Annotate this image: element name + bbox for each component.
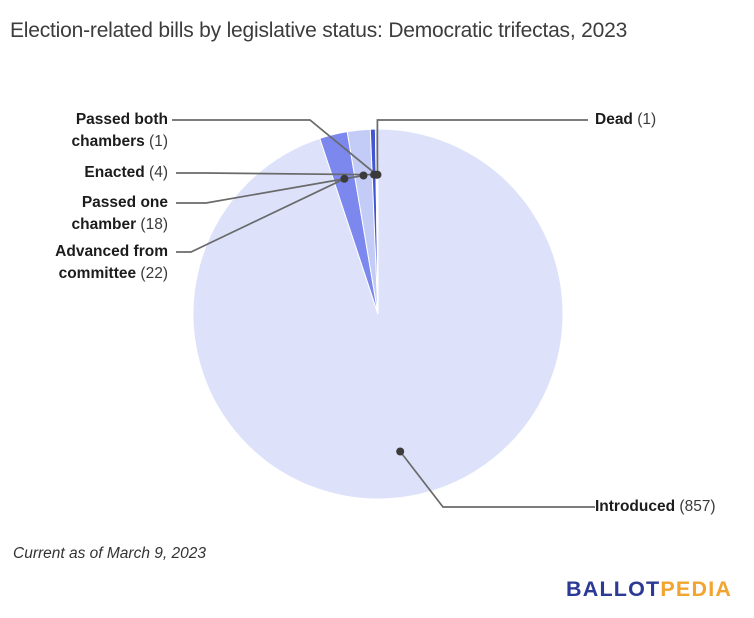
callout-count: (4) xyxy=(149,164,168,181)
currency-note: Current as of March 9, 2023 xyxy=(13,545,206,562)
leader-dots xyxy=(340,170,405,456)
logo-part-pedia: PEDIA xyxy=(660,577,733,601)
callout-passed-one-chamber: Passed one chamber (18) xyxy=(28,192,168,236)
chart-title: Election-related bills by legislative st… xyxy=(10,19,628,42)
pie-slices xyxy=(192,128,564,500)
leader-line-advanced-from-committee xyxy=(176,178,345,253)
leader-dot-introduced xyxy=(396,447,405,456)
callout-count: (1) xyxy=(637,111,657,128)
leader-lines xyxy=(172,119,595,508)
callout-label: Enacted xyxy=(84,164,145,181)
callout-count: (18) xyxy=(140,216,168,233)
callout-count: (1) xyxy=(149,133,168,150)
leader-line-passed-both-chambers xyxy=(172,119,378,176)
leader-dot-advanced-from-committee xyxy=(340,174,349,183)
callout-label: Passed both chambers xyxy=(71,111,169,150)
callout-passed-both-chambers: Passed both chambers (1) xyxy=(28,109,169,153)
callout-advanced-from-committee: Advanced from committee (22) xyxy=(28,241,168,285)
callout-label: Introduced xyxy=(595,498,676,515)
callout-label: Advanced from committee xyxy=(55,243,168,282)
leader-dot-passed-one-chamber xyxy=(359,171,368,180)
callout-introduced: Introduced (857) xyxy=(595,496,716,518)
callout-count: (22) xyxy=(140,265,168,282)
callout-dead: Dead (1) xyxy=(595,109,656,131)
ballotpedia-logo: BALLOTPEDIA xyxy=(566,577,732,602)
leader-line-introduced xyxy=(399,450,595,508)
callout-enacted: Enacted (4) xyxy=(28,162,168,184)
callout-label: Passed one chamber xyxy=(71,194,168,233)
leader-line-enacted xyxy=(176,172,375,176)
leader-line-dead xyxy=(376,119,588,175)
callout-label: Dead xyxy=(595,111,633,128)
leader-line-passed-one-chamber xyxy=(176,174,364,204)
callout-count: (857) xyxy=(679,498,716,515)
logo-part-ballot: BALLOT xyxy=(566,577,661,601)
leader-dot-dead xyxy=(373,170,382,179)
